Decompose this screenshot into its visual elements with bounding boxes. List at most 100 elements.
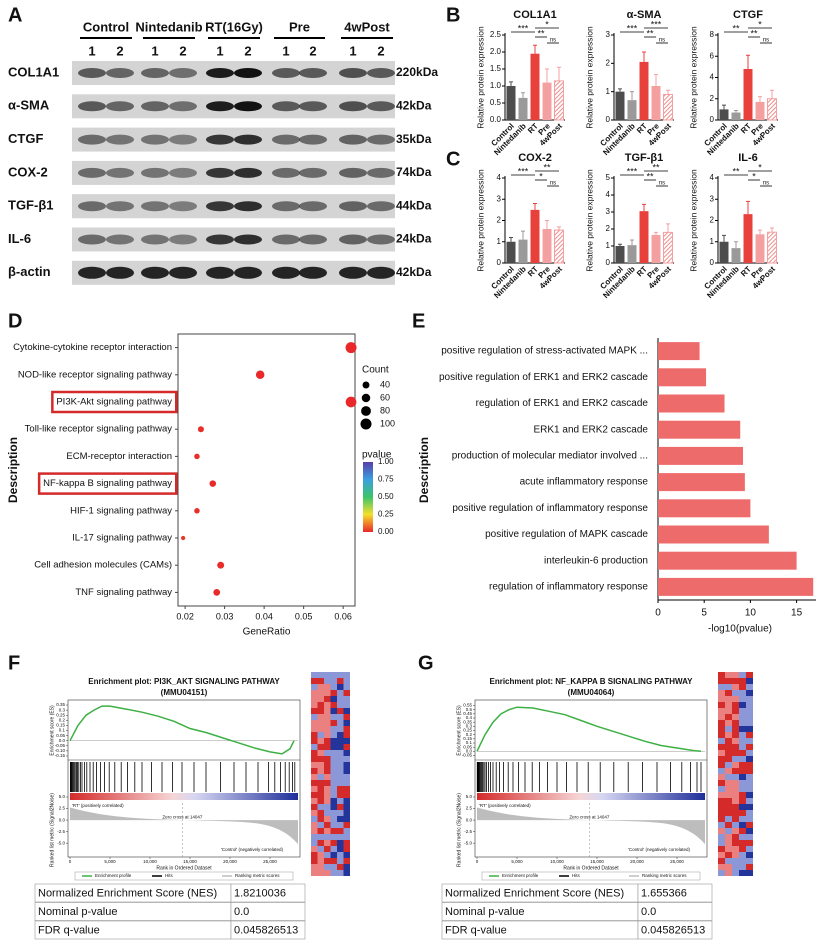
y-tick-label: 2 [497, 216, 502, 225]
dot [209, 480, 217, 487]
heatmap-cell [725, 834, 732, 840]
heatmap-cell [746, 744, 753, 750]
size-label: 42kDa [396, 265, 432, 279]
legend-label: Enrichment profile [502, 873, 539, 878]
heatmap-cell [324, 834, 331, 840]
heatmap-cell [739, 858, 746, 864]
heatmap-cell [725, 780, 732, 786]
heatmap-cell [746, 690, 753, 696]
heatmap-cell [311, 738, 318, 744]
heatmap-cell [343, 780, 350, 786]
heatmap-cell [718, 678, 725, 684]
size-label: 42kDa [396, 98, 432, 112]
heatmap-cell [725, 726, 732, 732]
error-bar [722, 104, 726, 110]
heatmap-cell [317, 834, 324, 840]
heatmap-cell [317, 744, 324, 750]
panel-label: A [8, 4, 22, 26]
y-tick-label: Toll-like receptor signaling pathway [25, 424, 173, 435]
heatmap-cell [317, 690, 324, 696]
blot-band [367, 266, 395, 279]
y-tick-label: ECM-receptor interaction [66, 451, 172, 462]
blot-band [272, 68, 300, 78]
heatmap-cell [330, 804, 337, 810]
heatmap-cell [343, 714, 350, 720]
table-cell [637, 883, 713, 903]
heatmap-cell [317, 816, 324, 822]
heatmap-cell [732, 864, 739, 870]
bar [554, 80, 564, 121]
heatmap-cell [311, 720, 318, 726]
bar [639, 61, 649, 120]
heatmap-cell [337, 804, 344, 810]
heatmap-cell [311, 690, 318, 696]
error-bar [618, 243, 622, 246]
heatmap-cell [337, 780, 344, 786]
error-bar [630, 239, 634, 246]
heatmap-cell [337, 672, 344, 678]
heatmap-cell [311, 834, 318, 840]
heatmap-cell [337, 714, 344, 720]
heatmap-cell [317, 672, 324, 678]
heatmap-cell [746, 834, 753, 840]
x-tick-label: 0 [476, 859, 479, 864]
size-label: 35kDa [396, 132, 432, 146]
heatmap-cell [330, 672, 337, 678]
heatmap-cell [337, 726, 344, 732]
blot-band [106, 201, 134, 212]
heatmap-cell [343, 702, 350, 708]
heatmap-cell [739, 792, 746, 798]
heatmap-cell [330, 780, 337, 786]
heatmap-cell [324, 762, 331, 768]
table-cell [230, 883, 306, 903]
heatmap-cell [746, 846, 753, 852]
x-tick-label: 15,000 [183, 859, 197, 864]
dot [181, 535, 186, 541]
heatmap-cell [732, 780, 739, 786]
bar [506, 86, 516, 120]
y-tick-label: NOD-like receptor signaling pathway [18, 369, 172, 380]
heatmap-cell [343, 708, 350, 714]
y-tick-label: 0 [710, 115, 715, 124]
bar [651, 86, 661, 120]
sig-label: ns [659, 38, 665, 44]
heatmap-cell [732, 858, 739, 864]
dot [213, 589, 221, 596]
heatmap-cell [343, 798, 350, 804]
y-tick-label: 5 [606, 173, 611, 182]
heatmap-cell [732, 816, 739, 822]
heatmap-cell [718, 828, 725, 834]
bar [615, 246, 625, 263]
heatmap-cell [746, 726, 753, 732]
heatmap-cell [337, 738, 344, 744]
heatmap-cell [746, 822, 753, 828]
heatmap-cell [725, 756, 732, 762]
heatmap-cell [311, 864, 318, 870]
error-bar [770, 89, 774, 99]
heatmap-cell [317, 726, 324, 732]
heatmap-cell [746, 810, 753, 816]
heatmap-cell [746, 864, 753, 870]
sig-label: ns [763, 181, 769, 187]
heatmap-cell [739, 756, 746, 762]
heatmap-cell [725, 822, 732, 828]
heatmap-cell [746, 702, 753, 708]
heatmap-cell [746, 720, 753, 726]
blot-band [78, 167, 106, 178]
error-bar [642, 203, 646, 212]
table-cell [637, 902, 713, 921]
error-bar [746, 54, 750, 69]
legend-label: 0.00 [378, 527, 394, 536]
heatmap-cell [343, 810, 350, 816]
dot [194, 453, 200, 460]
error-bar [545, 68, 549, 83]
blot-band [206, 101, 234, 112]
blot-band [206, 266, 234, 279]
y-tick-label: 0.1 [59, 728, 66, 733]
heatmap-cell [337, 690, 344, 696]
heatmap-cell [739, 804, 746, 810]
heatmap-cell [317, 852, 324, 858]
heatmap-cell [330, 852, 337, 858]
error-bar [533, 203, 537, 210]
heatmap-cell [725, 690, 732, 696]
